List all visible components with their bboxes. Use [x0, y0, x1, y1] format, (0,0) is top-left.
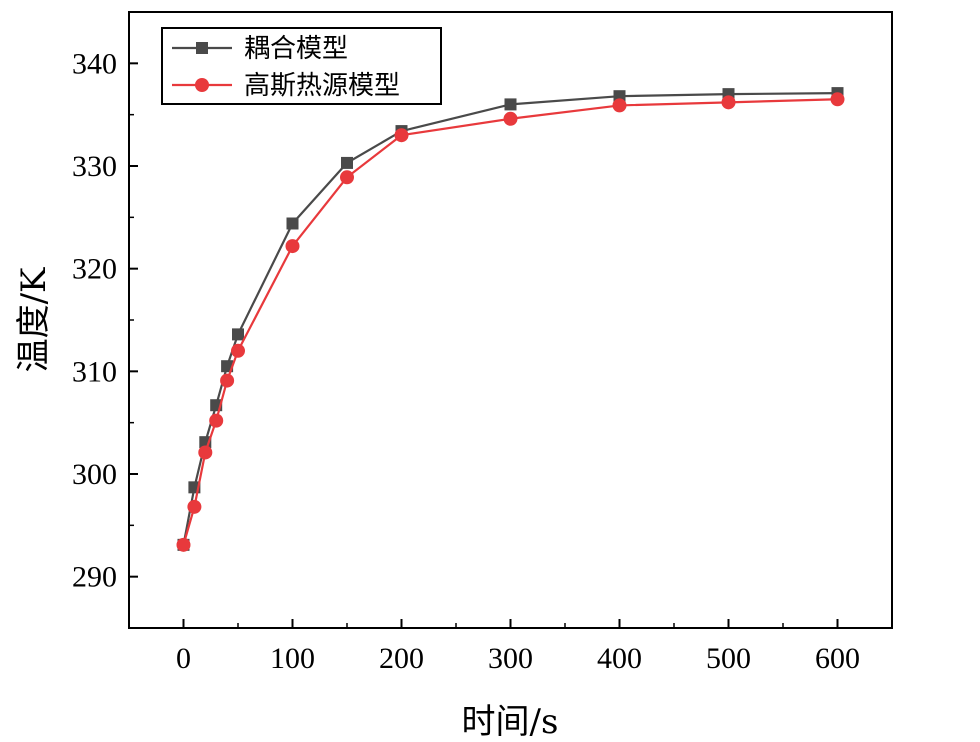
legend-marker-square	[196, 42, 208, 54]
y-tick-label: 340	[72, 47, 117, 80]
x-axis-title: 时间/s	[462, 702, 559, 742]
data-point-circle	[209, 413, 224, 428]
x-axis-ticks: 0 100 200 300 400 500 600	[176, 619, 860, 675]
x-tick-label: 400	[597, 642, 642, 675]
data-point-circle	[830, 92, 845, 107]
y-axis-title: 温度/K	[14, 267, 54, 372]
legend-label: 耦合模型	[244, 34, 348, 64]
series-layer	[176, 87, 845, 552]
legend-box	[161, 27, 442, 105]
data-point-circle	[612, 98, 627, 113]
x-tick-label: 200	[379, 642, 424, 675]
data-point-square	[286, 217, 299, 230]
series-line	[182, 98, 838, 546]
y-tick-label: 290	[72, 561, 117, 594]
data-point-square	[341, 156, 353, 169]
y-tick-label: 310	[72, 355, 117, 388]
x-tick-label: 100	[270, 642, 315, 675]
legend-item: 耦合模型	[172, 34, 348, 64]
series-2	[176, 92, 845, 552]
legend-item: 高斯热源模型	[172, 71, 400, 101]
series-1	[177, 87, 844, 551]
data-point-circle	[721, 95, 736, 110]
data-point-circle	[231, 343, 245, 358]
legend-label: 高斯热源模型	[244, 71, 400, 101]
y-tick-label: 330	[72, 150, 117, 183]
data-point-square	[232, 328, 244, 341]
data-point-circle	[394, 128, 409, 143]
y-axis-ticks: 290 300 310 320 330 340	[72, 47, 138, 594]
data-point-circle	[503, 111, 518, 126]
x-tick-label: 0	[176, 642, 191, 675]
y-tick-label: 320	[72, 253, 117, 286]
data-point-circle	[340, 170, 354, 185]
y-tick-label: 300	[72, 458, 117, 491]
data-point-circle	[285, 239, 300, 254]
series-line	[182, 92, 838, 546]
x-tick-label: 600	[815, 642, 860, 675]
data-point-circle	[176, 537, 191, 552]
data-point-circle	[198, 445, 213, 460]
data-point-square	[504, 98, 517, 111]
data-point-circle	[187, 499, 202, 514]
legend-marker-circle	[195, 78, 209, 92]
x-tick-label: 300	[488, 642, 533, 675]
data-point-circle	[220, 373, 235, 388]
x-tick-label: 500	[706, 642, 751, 675]
